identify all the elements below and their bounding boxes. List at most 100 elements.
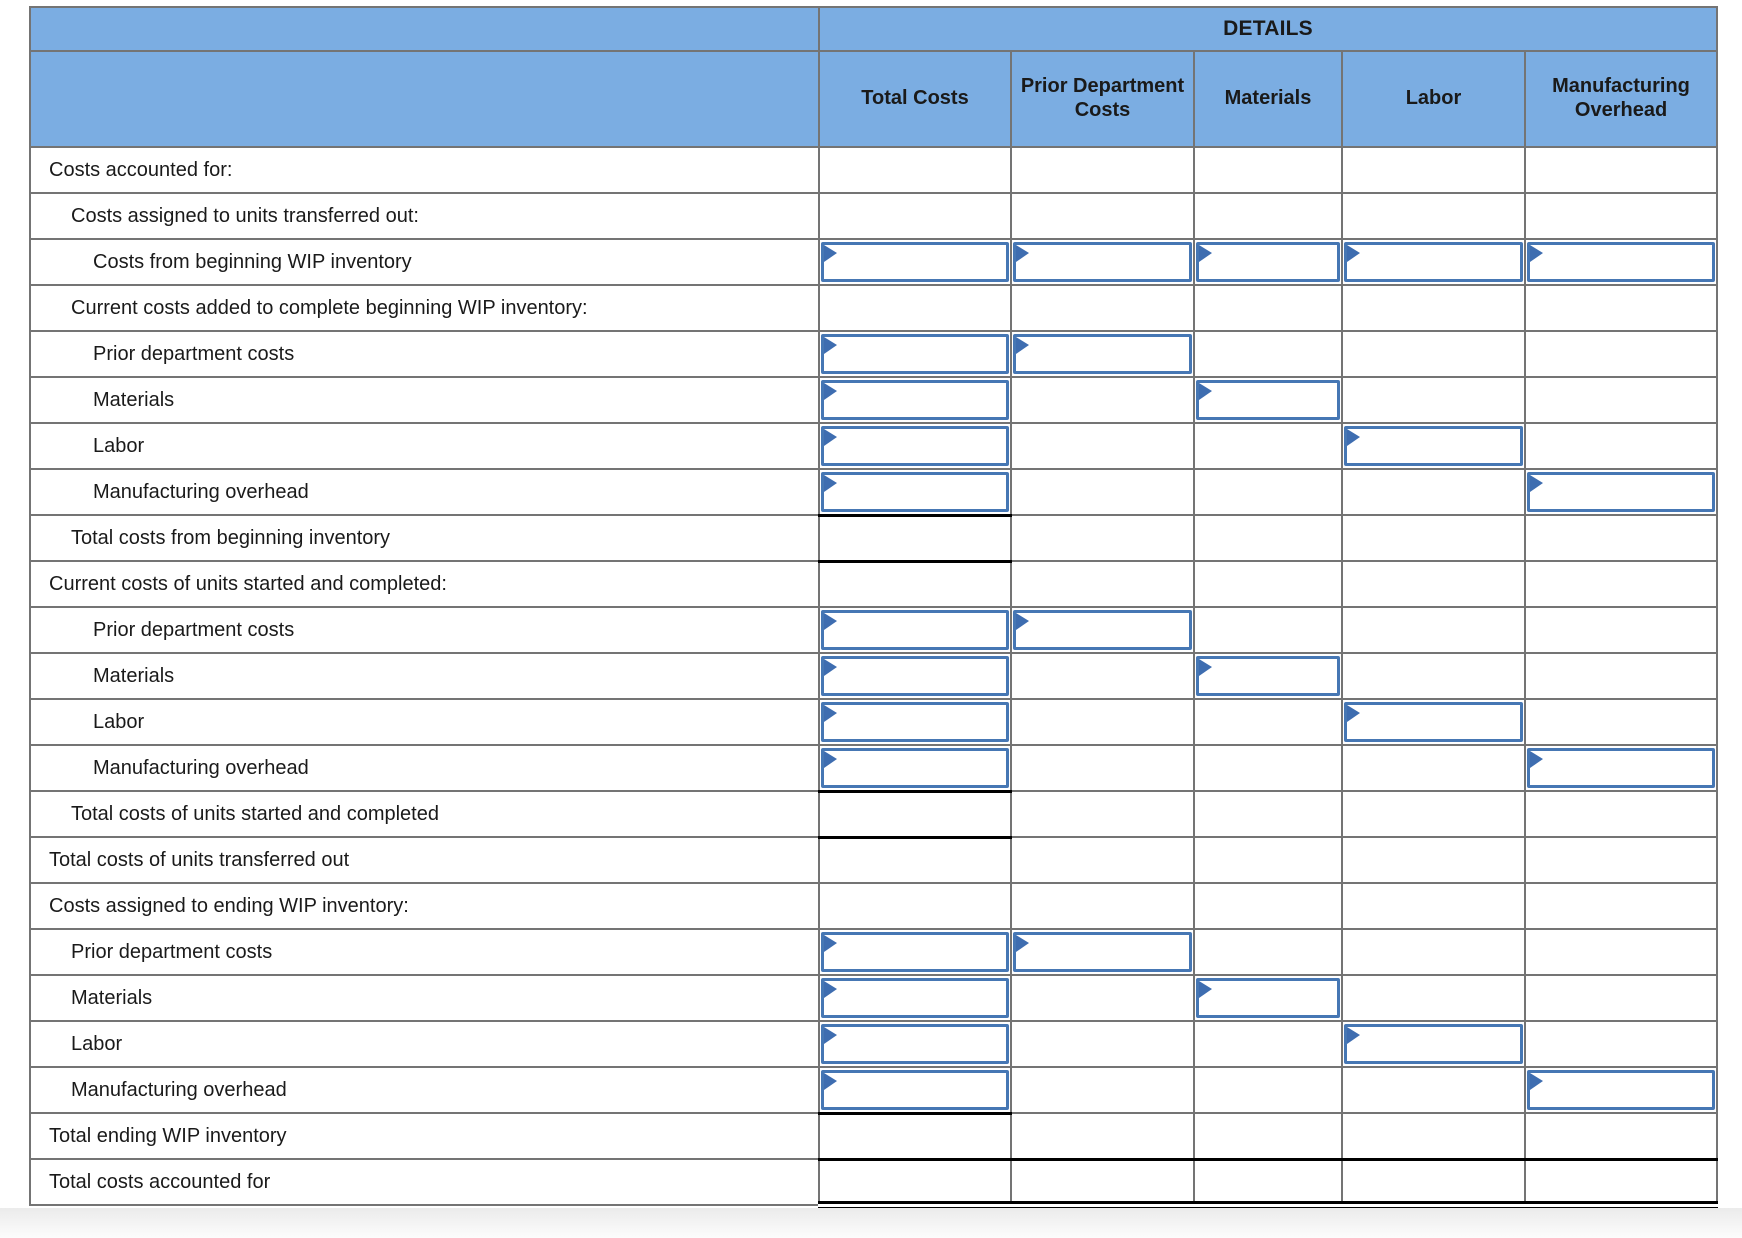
answer-input-total[interactable] (821, 978, 1009, 1018)
answer-marker-icon (824, 659, 837, 676)
value-cell-total (818, 606, 1012, 654)
value-cell-total (818, 238, 1012, 286)
value-cell-total (818, 192, 1012, 240)
answer-input-labor[interactable] (1344, 702, 1523, 742)
answer-marker-icon (824, 1027, 837, 1044)
value-cell-total (818, 1112, 1012, 1161)
value-cell-prior (1010, 698, 1195, 746)
value-cell-labor (1341, 422, 1526, 470)
answer-input-labor[interactable] (1344, 426, 1523, 466)
value-cell-materials (1193, 606, 1343, 654)
value-cell-prior (1010, 928, 1195, 976)
answer-marker-icon (1530, 1073, 1543, 1090)
value-cell-overhead (1523, 238, 1719, 286)
value-cell-overhead (1523, 836, 1719, 884)
value-cell-labor (1341, 836, 1526, 884)
answer-input-total[interactable] (821, 656, 1009, 696)
answer-marker-icon (1199, 981, 1212, 998)
table-row: Labor (29, 1020, 1719, 1068)
value-cell-materials (1193, 928, 1343, 976)
row-label: Labor (29, 1020, 820, 1068)
answer-input-prior[interactable] (1013, 610, 1192, 650)
value-cell-overhead (1523, 928, 1719, 976)
value-cell-overhead (1523, 560, 1719, 608)
answer-input-total[interactable] (821, 471, 1009, 512)
value-cell-labor (1341, 146, 1526, 194)
table-row: Current costs added to complete beginnin… (29, 284, 1719, 332)
column-header-labor: Labor (1341, 50, 1526, 148)
answer-input-total[interactable] (821, 610, 1009, 650)
value-cell-overhead (1523, 698, 1719, 746)
value-cell-materials (1193, 652, 1343, 700)
column-header-row: Total Costs Prior Department Costs Mater… (29, 50, 1719, 148)
answer-input-labor[interactable] (1344, 1024, 1523, 1064)
value-cell-materials (1193, 422, 1343, 470)
value-cell-materials (1193, 1158, 1343, 1210)
value-cell-overhead (1523, 146, 1719, 194)
value-cell-overhead (1523, 1112, 1719, 1161)
answer-input-prior[interactable] (1013, 334, 1192, 374)
answer-input-total[interactable] (821, 1069, 1009, 1110)
answer-input-prior[interactable] (1013, 932, 1192, 972)
answer-input-total[interactable] (821, 747, 1009, 788)
value-cell-labor (1341, 1158, 1526, 1210)
answer-input-total[interactable] (821, 242, 1009, 282)
answer-input-materials[interactable] (1196, 978, 1340, 1018)
value-cell-materials (1193, 146, 1343, 194)
value-cell-prior (1010, 514, 1195, 562)
answer-input-materials[interactable] (1196, 242, 1340, 282)
value-cell-total (818, 882, 1012, 930)
value-cell-labor (1341, 376, 1526, 424)
value-cell-prior (1010, 652, 1195, 700)
value-cell-materials (1193, 192, 1343, 240)
answer-input-labor[interactable] (1344, 242, 1523, 282)
answer-input-prior[interactable] (1013, 242, 1192, 282)
value-cell-prior (1010, 238, 1195, 286)
value-cell-prior (1010, 974, 1195, 1022)
answer-input-overhead[interactable] (1527, 1070, 1716, 1110)
answer-input-overhead[interactable] (1527, 472, 1716, 512)
answer-input-materials[interactable] (1196, 656, 1340, 696)
value-cell-materials (1193, 238, 1343, 286)
value-cell-total (818, 698, 1012, 746)
answer-marker-icon (824, 337, 837, 354)
answer-input-total[interactable] (821, 702, 1009, 742)
value-cell-materials (1193, 836, 1343, 884)
answer-input-total[interactable] (821, 932, 1009, 972)
value-cell-materials (1193, 698, 1343, 746)
answer-marker-icon (824, 935, 837, 952)
table-row: Total ending WIP inventory (29, 1112, 1719, 1161)
value-cell-materials (1193, 882, 1343, 930)
corner-header-cell (29, 6, 820, 52)
column-header-total-costs: Total Costs (818, 50, 1012, 148)
answer-input-total[interactable] (821, 380, 1009, 420)
row-label: Manufacturing overhead (29, 744, 820, 792)
row-label: Costs assigned to units transferred out: (29, 192, 820, 240)
value-cell-labor (1341, 1066, 1526, 1114)
value-cell-prior (1010, 1158, 1195, 1210)
cost-reconciliation-worksheet: DETAILS Total Costs Prior Department Cos… (29, 6, 1719, 1210)
table-row: Manufacturing overhead (29, 1066, 1719, 1115)
row-label: Manufacturing overhead (29, 468, 820, 516)
answer-input-total[interactable] (821, 426, 1009, 466)
table-row: Materials (29, 652, 1719, 700)
value-cell-prior (1010, 376, 1195, 424)
answer-marker-icon (824, 1072, 837, 1090)
value-cell-total (818, 376, 1012, 424)
row-label: Total costs accounted for (29, 1158, 820, 1206)
value-cell-materials (1193, 468, 1343, 516)
value-cell-overhead (1523, 468, 1719, 516)
answer-input-overhead[interactable] (1527, 242, 1716, 282)
value-cell-labor (1341, 928, 1526, 976)
answer-input-total[interactable] (821, 1024, 1009, 1064)
answer-marker-icon (824, 750, 837, 768)
answer-input-materials[interactable] (1196, 380, 1340, 420)
answer-input-total[interactable] (821, 334, 1009, 374)
value-cell-prior (1010, 192, 1195, 240)
answer-marker-icon (1199, 659, 1212, 676)
answer-input-overhead[interactable] (1527, 748, 1716, 788)
value-cell-prior (1010, 468, 1195, 516)
row-label: Materials (29, 652, 820, 700)
value-cell-prior (1010, 606, 1195, 654)
value-cell-labor (1341, 468, 1526, 516)
